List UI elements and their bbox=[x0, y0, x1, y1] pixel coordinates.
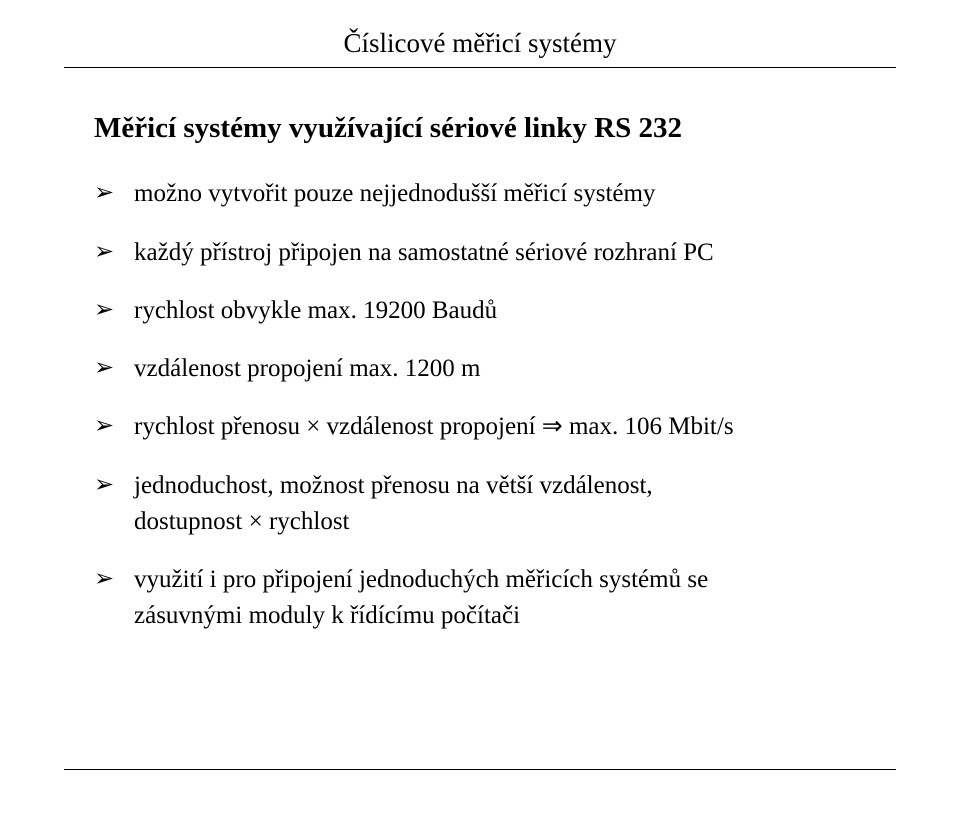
bullet-list: možno vytvořit pouze nejjednodušší měřic… bbox=[94, 176, 866, 634]
list-item: každý přístroj připojen na samostatné sé… bbox=[94, 235, 866, 271]
content-area: Měřicí systémy využívající sériové linky… bbox=[64, 110, 896, 635]
bullet-text-line1: využití i pro připojení jednoduchých měř… bbox=[134, 562, 866, 598]
bullet-text-line2: dostupnost × rychlost bbox=[134, 504, 866, 540]
list-item: využití i pro připojení jednoduchých měř… bbox=[94, 562, 866, 635]
bullet-text: rychlost přenosu × vzdálenost propojení … bbox=[134, 413, 734, 440]
list-item: rychlost obvykle max. 19200 Baudů bbox=[94, 293, 866, 329]
bullet-text: možno vytvořit pouze nejjednodušší měřic… bbox=[134, 180, 655, 207]
bullet-text: vzdálenost propojení max. 1200 m bbox=[134, 355, 480, 382]
list-item: jednoduchost, možnost přenosu na větší v… bbox=[94, 468, 866, 541]
divider-bottom bbox=[64, 769, 896, 770]
page-header-title: Číslicové měřicí systémy bbox=[64, 28, 896, 59]
bullet-text: každý přístroj připojen na samostatné sé… bbox=[134, 239, 714, 266]
list-item: rychlost přenosu × vzdálenost propojení … bbox=[94, 409, 866, 445]
bullet-text: rychlost obvykle max. 19200 Baudů bbox=[134, 297, 497, 324]
bullet-text-line2: zásuvnými moduly k řídícímu počítači bbox=[134, 598, 866, 634]
bullet-text-line1: jednoduchost, možnost přenosu na větší v… bbox=[134, 468, 866, 504]
slide-page: Číslicové měřicí systémy Měřicí systémy … bbox=[0, 0, 960, 814]
content-title: Měřicí systémy využívající sériové linky… bbox=[94, 110, 866, 146]
list-item: možno vytvořit pouze nejjednodušší měřic… bbox=[94, 176, 866, 212]
divider-top bbox=[64, 67, 896, 68]
list-item: vzdálenost propojení max. 1200 m bbox=[94, 351, 866, 387]
